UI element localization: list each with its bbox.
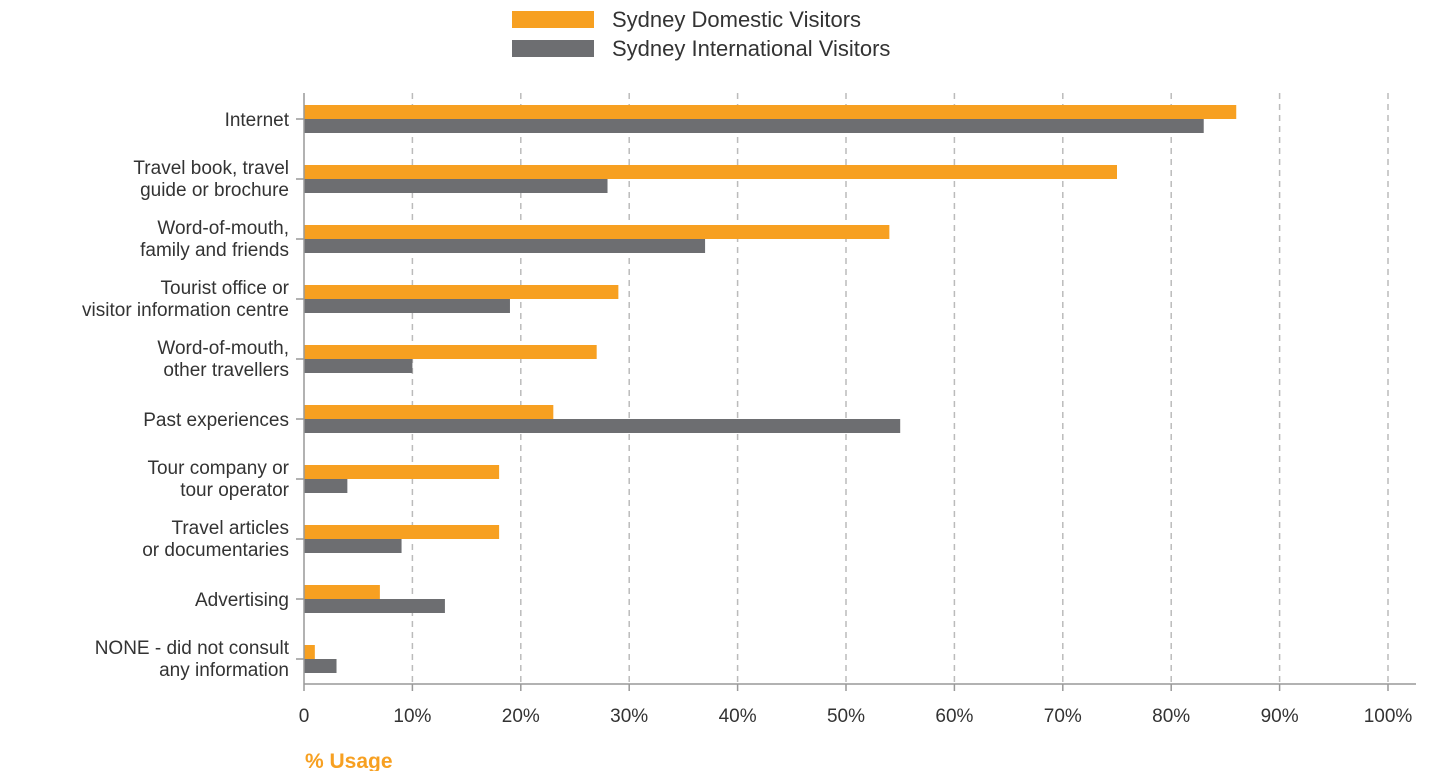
- category-label-4-0: Word-of-mouth,: [157, 338, 289, 359]
- bar-0-2: [304, 225, 890, 239]
- bar-1-9: [304, 659, 337, 673]
- legend-label-1: Sydney International Visitors: [612, 36, 890, 61]
- category-label-1-1: guide or brochure: [140, 180, 289, 201]
- category-label-6-1: tour operator: [180, 480, 289, 501]
- category-label-6-0: Tour company or: [147, 458, 289, 479]
- category-label-3-0: Tourist office or: [161, 278, 290, 299]
- x-tick-label-9: 90%: [1261, 706, 1299, 727]
- category-label-8-0: Advertising: [195, 590, 289, 611]
- category-label-2-0: Word-of-mouth,: [157, 218, 289, 239]
- bar-1-5: [304, 419, 901, 433]
- bar-0-6: [304, 465, 500, 479]
- category-label-4-1: other travellers: [163, 360, 289, 381]
- category-label-3-1: visitor information centre: [82, 300, 289, 321]
- bar-0-9: [304, 645, 315, 659]
- bar-1-2: [304, 239, 706, 253]
- x-axis-label: % Usage: [305, 750, 393, 771]
- gridlines: [303, 93, 1389, 691]
- category-label-1-0: Travel book, travel: [133, 158, 289, 179]
- bar-1-3: [304, 299, 510, 313]
- bar-1-0: [304, 119, 1204, 133]
- bars: [304, 105, 1237, 673]
- bar-0-1: [304, 165, 1117, 179]
- category-label-0-0: Internet: [225, 110, 290, 131]
- x-tick-labels: 0 10% 20% 30% 40% 50% 60% 70% 80% 90% 100%: [299, 706, 1413, 727]
- x-tick-label-6: 60%: [935, 706, 973, 727]
- legend-label-0: Sydney Domestic Visitors: [612, 7, 861, 32]
- category-label-7-0: Travel articles: [171, 518, 289, 539]
- bar-1-6: [304, 479, 348, 493]
- x-tick-label-8: 80%: [1152, 706, 1190, 727]
- x-tick-label-0: 0: [299, 706, 310, 727]
- bar-0-7: [304, 525, 500, 539]
- bar-1-1: [304, 179, 608, 193]
- x-tick-label-10: 100%: [1364, 706, 1413, 727]
- bar-0-3: [304, 285, 619, 299]
- bar-0-8: [304, 585, 380, 599]
- bar-1-8: [304, 599, 445, 613]
- x-tick-label-3: 30%: [610, 706, 648, 727]
- bar-0-5: [304, 405, 554, 419]
- category-label-9-1: any information: [159, 660, 289, 681]
- x-tick-label-1: 10%: [393, 706, 431, 727]
- x-tick-label-5: 50%: [827, 706, 865, 727]
- category-label-7-1: or documentaries: [142, 540, 289, 561]
- legend-swatch-0: [512, 11, 594, 28]
- bar-0-0: [304, 105, 1237, 119]
- bar-1-4: [304, 359, 413, 373]
- category-label-9-0: NONE - did not consult: [95, 638, 290, 659]
- legend: Sydney Domestic Visitors Sydney Internati…: [512, 7, 890, 61]
- x-tick-label-7: 70%: [1044, 706, 1082, 727]
- category-label-5-0: Past experiences: [143, 410, 289, 431]
- axes: [296, 93, 1416, 685]
- legend-swatch-1: [512, 40, 594, 57]
- x-tick-label-2: 20%: [502, 706, 540, 727]
- bar-0-4: [304, 345, 597, 359]
- x-tick-label-4: 40%: [719, 706, 757, 727]
- category-label-2-1: family and friends: [140, 240, 289, 261]
- bar-1-7: [304, 539, 402, 553]
